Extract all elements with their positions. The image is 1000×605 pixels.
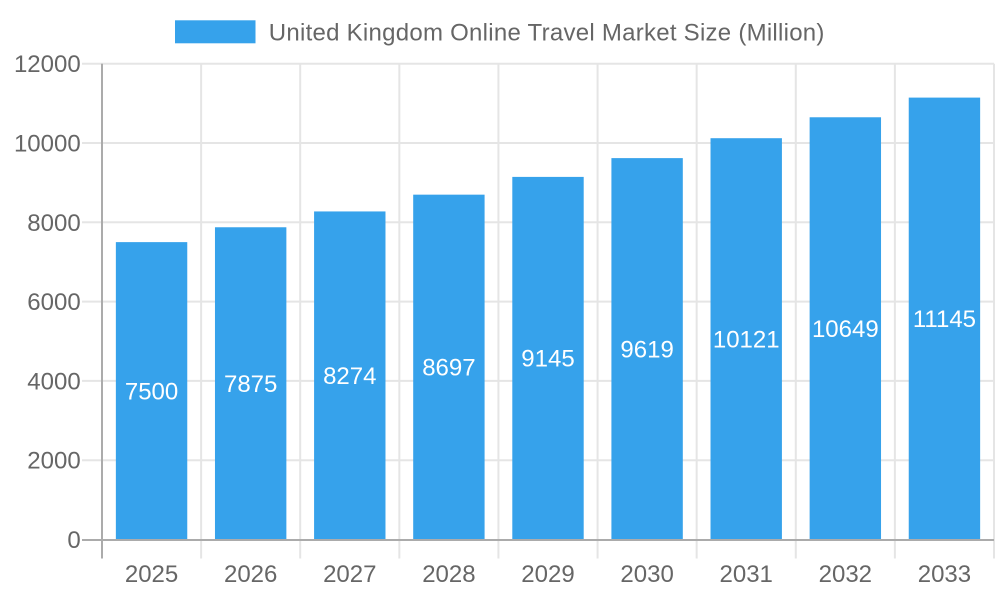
svg-text:9145: 9145 bbox=[521, 346, 574, 373]
svg-text:2032: 2032 bbox=[819, 561, 872, 588]
svg-text:2025: 2025 bbox=[125, 561, 178, 588]
svg-text:United Kingdom Online Travel M: United Kingdom Online Travel Market Size… bbox=[269, 20, 825, 47]
svg-text:6000: 6000 bbox=[27, 289, 80, 316]
svg-text:7875: 7875 bbox=[224, 371, 277, 398]
svg-text:10649: 10649 bbox=[812, 316, 879, 343]
svg-text:2031: 2031 bbox=[720, 561, 773, 588]
svg-text:2028: 2028 bbox=[422, 561, 475, 588]
svg-text:11145: 11145 bbox=[913, 306, 976, 333]
svg-text:10000: 10000 bbox=[14, 131, 81, 158]
svg-text:8697: 8697 bbox=[422, 355, 475, 382]
svg-text:12000: 12000 bbox=[14, 51, 81, 78]
svg-text:8000: 8000 bbox=[27, 210, 80, 237]
svg-text:2026: 2026 bbox=[224, 561, 277, 588]
svg-text:7500: 7500 bbox=[125, 378, 178, 405]
svg-text:0: 0 bbox=[67, 527, 80, 554]
svg-text:4000: 4000 bbox=[27, 368, 80, 395]
svg-text:2000: 2000 bbox=[27, 448, 80, 475]
svg-text:2027: 2027 bbox=[323, 561, 376, 588]
svg-text:8274: 8274 bbox=[323, 363, 376, 390]
svg-text:9619: 9619 bbox=[620, 336, 673, 363]
svg-text:2030: 2030 bbox=[620, 561, 673, 588]
svg-text:2029: 2029 bbox=[521, 561, 574, 588]
svg-text:10121: 10121 bbox=[713, 326, 780, 353]
svg-text:2033: 2033 bbox=[918, 561, 971, 588]
